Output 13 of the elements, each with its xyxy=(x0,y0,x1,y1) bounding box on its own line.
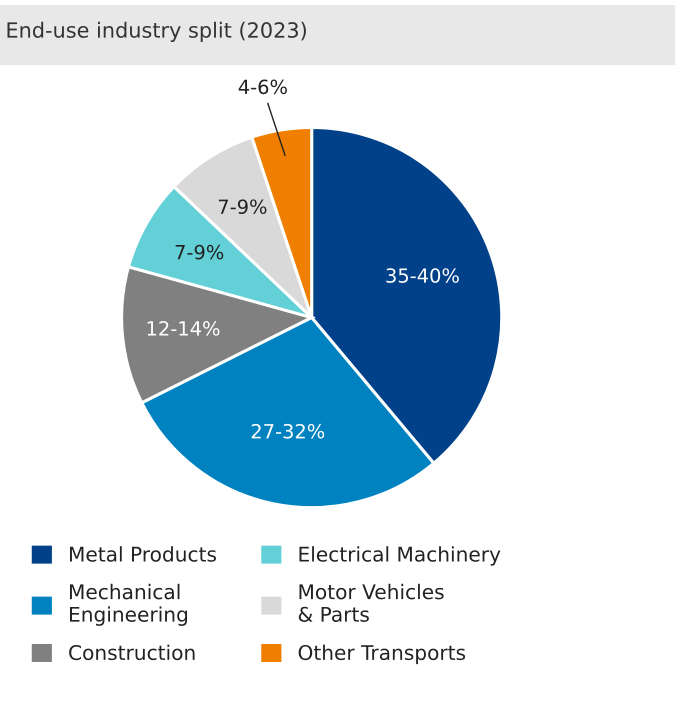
chart-title: End-use industry split (2023) xyxy=(8,22,306,42)
legend-label: Mechanical Engineering xyxy=(70,584,188,626)
text: 4-6% xyxy=(238,79,287,94)
legend-label: Electrical Machinery xyxy=(299,546,500,566)
text: 35-40% xyxy=(386,268,459,283)
legend-label: Motor Vehicles & Parts xyxy=(298,584,444,622)
text: 12-14% xyxy=(148,321,220,336)
text: 7-9% xyxy=(218,199,266,214)
legend-label: Metal Products xyxy=(70,546,216,562)
legend-label: Other Transports xyxy=(298,644,466,664)
legend-label: Construction xyxy=(69,644,195,660)
text: 7-9% xyxy=(176,244,224,260)
text: 27-32% xyxy=(252,424,324,439)
